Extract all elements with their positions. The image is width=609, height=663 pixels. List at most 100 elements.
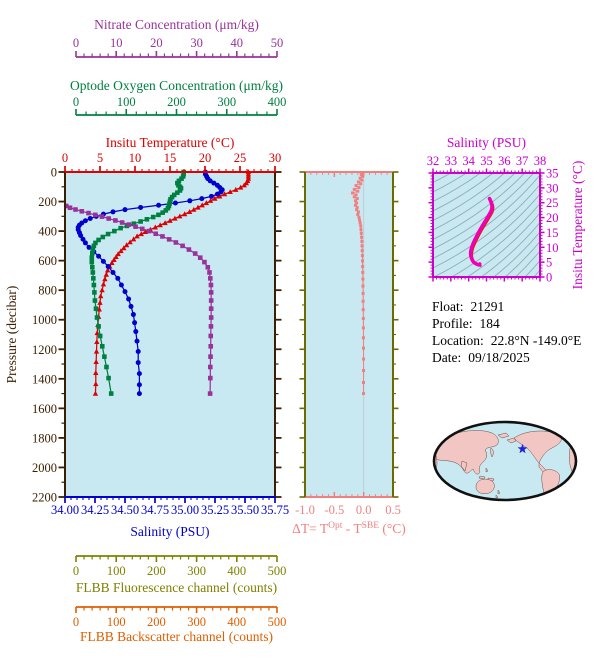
svg-text:35: 35 (546, 167, 559, 181)
pressure-axis-title: Pressure (decibar) (4, 286, 19, 384)
svg-text:0: 0 (73, 564, 79, 578)
svg-text:30: 30 (190, 36, 203, 50)
svg-text:2200: 2200 (32, 491, 57, 505)
svg-text:40: 40 (231, 36, 244, 50)
landmass (460, 460, 468, 472)
svg-text:35.00: 35.00 (171, 503, 199, 517)
oxygen-axis: 0 100 200 300 400 (73, 95, 287, 116)
svg-text:1800: 1800 (32, 431, 57, 445)
svg-text:200: 200 (147, 615, 166, 629)
delta-title-sup-sbe: SBE (362, 521, 380, 531)
float-info-profile: Profile: 184 (432, 316, 500, 331)
svg-text:35.75: 35.75 (261, 503, 289, 517)
landmass (495, 494, 499, 499)
svg-text:400: 400 (38, 225, 57, 239)
svg-text:0.0: 0.0 (356, 503, 372, 517)
svg-text:10: 10 (110, 36, 123, 50)
oxygen-axis-title: Optode Oxygen Concentration (μm/kg) (70, 78, 283, 93)
ts-temperature-axis-title: Insitu Temperature (°C) (570, 161, 585, 290)
svg-text:1200: 1200 (32, 343, 57, 357)
map-outline (432, 420, 578, 502)
landmass (434, 430, 499, 475)
date-value: 09/18/2025 (468, 350, 530, 365)
svg-text:800: 800 (38, 284, 57, 298)
fluorescence-axis-title: FLBB Fluorescence channel (counts) (76, 580, 277, 595)
svg-text:300: 300 (187, 564, 206, 578)
svg-text:0: 0 (546, 271, 552, 285)
svg-text:200: 200 (167, 95, 186, 109)
svg-text:500: 500 (268, 615, 287, 629)
svg-text:-1.0: -1.0 (295, 503, 315, 517)
nitrate-axis: 0 10 20 30 40 50 (73, 36, 284, 58)
svg-text:200: 200 (147, 564, 166, 578)
landmass (513, 430, 562, 464)
date-label: Date: (432, 350, 461, 365)
delta-title-mid: - T (342, 521, 362, 536)
svg-text:35: 35 (480, 154, 493, 168)
svg-text:20: 20 (150, 36, 163, 50)
fluorescence-axis: 0 100 200 300 400 500 (73, 555, 287, 578)
svg-text:0: 0 (73, 615, 79, 629)
landmass (485, 467, 489, 473)
profile-value: 184 (480, 316, 501, 331)
svg-text:0: 0 (51, 166, 57, 180)
svg-text:38: 38 (534, 154, 547, 168)
location-label: Location: (432, 333, 484, 348)
backscatter-axis-title: FLBB Backscatter channel (counts) (80, 629, 273, 644)
svg-text:500: 500 (268, 564, 287, 578)
svg-text:5: 5 (97, 151, 103, 165)
svg-text:-0.5: -0.5 (324, 503, 344, 517)
svg-text:20: 20 (546, 211, 559, 225)
svg-text:200: 200 (38, 195, 57, 209)
svg-text:30: 30 (546, 181, 559, 195)
svg-text:5: 5 (546, 256, 552, 270)
svg-text:100: 100 (117, 95, 136, 109)
svg-text:400: 400 (227, 564, 246, 578)
ts-salinity-axis-title: Salinity (PSU) (447, 135, 526, 150)
delta-t-panel: -1.0 -0.5 0.0 0.5 (295, 171, 401, 517)
svg-text:35.50: 35.50 (231, 503, 259, 517)
svg-text:600: 600 (38, 254, 57, 268)
svg-text:400: 400 (268, 95, 287, 109)
svg-text:50: 50 (271, 36, 284, 50)
landmass (506, 437, 517, 444)
temperature-axis-title: Insitu Temperature (°C) (106, 135, 235, 150)
svg-text:34.00: 34.00 (51, 503, 79, 517)
float-info-location: Location: 22.8°N -149.0°E (432, 333, 581, 348)
nitrate-profile-series (63, 203, 214, 396)
salinity-axis-title: Salinity (PSU) (130, 524, 209, 539)
landmass (497, 489, 501, 495)
float-info-float: Float: 21291 (432, 299, 504, 314)
svg-text:10: 10 (546, 241, 559, 255)
world-map (432, 420, 578, 502)
svg-text:1000: 1000 (32, 313, 57, 327)
profile-label: Profile: (432, 316, 473, 331)
oxygen-profile-series (89, 169, 186, 396)
svg-text:37: 37 (516, 154, 529, 168)
salinity-profile-series (75, 169, 225, 397)
float-info-block: Float: 21291 Profile: 184 Location: 22.8°N … (432, 299, 581, 365)
svg-text:34: 34 (462, 154, 475, 168)
delta-title-sup-opt: Opt (328, 521, 343, 531)
svg-text:100: 100 (107, 564, 126, 578)
svg-text:100: 100 (107, 615, 126, 629)
salinity-edge-axis: 34.00 34.25 34.50 34.75 35.00 35.25 35.50 35.75 (51, 496, 289, 517)
pressure-axis: 0 200 400 600 800 1000 1200 1400 1600 1800 2000 220… (32, 166, 282, 505)
svg-text:0: 0 (73, 36, 79, 50)
nitrate-axis-title: Nitrate Concentration (μm/kg) (94, 17, 259, 32)
svg-text:0: 0 (62, 151, 68, 165)
float-info-date: Date: 09/18/2025 (432, 350, 530, 365)
landmass (497, 432, 510, 439)
svg-text:36: 36 (498, 154, 511, 168)
location-value: 22.8°N -149.0°E (491, 333, 582, 348)
svg-text:300: 300 (217, 95, 236, 109)
float-location-star (517, 443, 528, 454)
svg-text:15: 15 (164, 151, 177, 165)
float-value: 21291 (471, 299, 505, 314)
svg-text:15: 15 (546, 226, 559, 240)
temperature-edge-axis: 0 5 10 15 20 25 30 (62, 151, 281, 173)
